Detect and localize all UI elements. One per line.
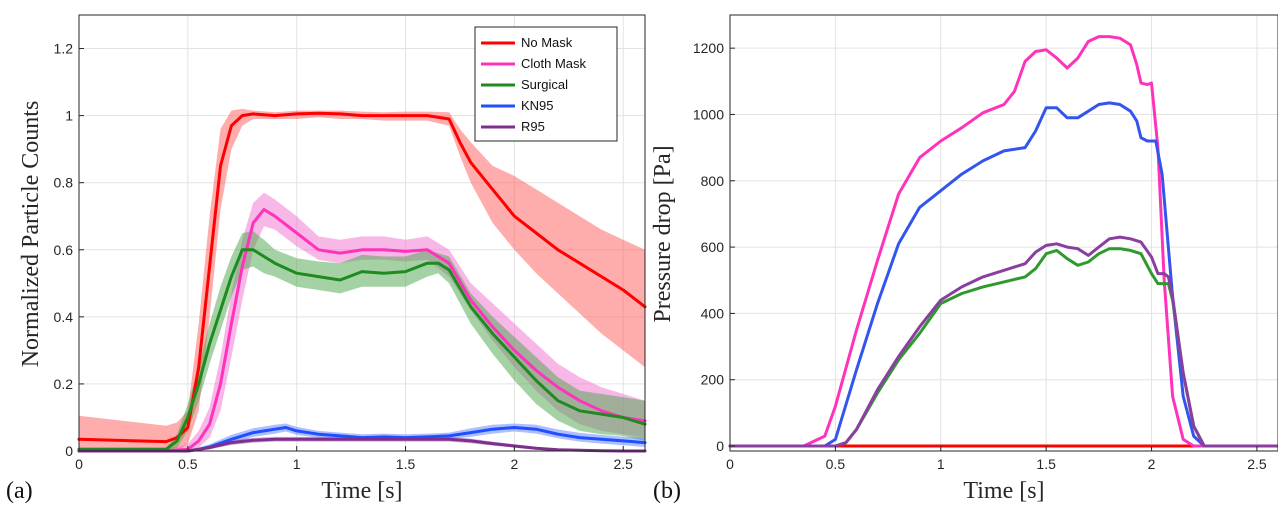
error-band-surgical: [79, 231, 645, 451]
x-tick-label: 0.5: [178, 456, 198, 472]
panel-b-label: (b): [653, 478, 681, 504]
panel-a-axes-box: [78, 14, 646, 452]
panel-b-pressure-drop: 0 0.5 1 1.5 2 2.5 0 200 400 600 800 1000 1200 Time […: [650, 14, 1278, 504]
y-tick-label: 0.6: [54, 242, 74, 258]
x-tick-label: 0.5: [826, 456, 846, 472]
series-line-series-5: [728, 235, 1278, 448]
legend-entry-kn95: KN95: [481, 98, 554, 113]
x-tick-label: 1.5: [396, 456, 416, 472]
legend-label-kn95: KN95: [521, 98, 554, 113]
x-tick-label: 1: [293, 456, 301, 472]
legend-label-no-mask: No Mask: [521, 35, 573, 50]
legend-entry-cloth-mask: Cloth Mask: [481, 56, 587, 71]
panel-b-series-lines: [728, 35, 1278, 448]
y-tick-label: 0.4: [54, 309, 74, 325]
x-tick-label: 0: [75, 456, 83, 472]
y-tick-label: 1.2: [54, 41, 74, 57]
x-tick-label: 2: [1148, 456, 1156, 472]
y-tick-label: 200: [701, 372, 725, 388]
series-line-series-4: [728, 247, 1278, 448]
x-tick-label: 2.5: [613, 456, 633, 472]
panel-a-ticks: [78, 48, 624, 452]
panel-a-legend: No Mask Cloth Mask Surgical KN95 R95: [474, 26, 618, 142]
series-line-r95: [77, 437, 647, 453]
y-tick-label: 800: [701, 173, 725, 189]
legend-entry-r95: R95: [481, 119, 545, 134]
error-band-no-mask: [79, 108, 645, 452]
series-line-surgical: [77, 248, 647, 451]
series-line-series-3: [728, 101, 1278, 448]
y-tick-label: 1000: [693, 106, 724, 122]
panel-a-y-axis-title: Normalized Particle Counts: [18, 101, 44, 368]
panel-a-tick-labels: 0 0.5 1 1.5 2 2.5 0 0.2 0.4 0.6 0.8 1 1.2: [54, 41, 634, 472]
series-line-series-2: [728, 35, 1278, 448]
legend-entry-no-mask: No Mask: [481, 35, 573, 50]
legend-label-cloth-mask: Cloth Mask: [521, 56, 587, 71]
panel-b-tick-labels: 0 0.5 1 1.5 2 2.5 0 200 400 600 800 1000 1200: [693, 40, 1267, 472]
legend-label-r95: R95: [521, 119, 545, 134]
panel-a-series-lines: [77, 111, 647, 453]
series-line-no-mask: [77, 111, 647, 444]
y-tick-label: 600: [701, 239, 725, 255]
y-tick-label: 0: [65, 443, 73, 459]
y-tick-label: 0: [716, 438, 724, 454]
x-tick-label: 2.5: [1247, 456, 1267, 472]
panel-b-x-axis-title: Time [s]: [963, 478, 1044, 504]
x-tick-label: 2: [510, 456, 518, 472]
y-tick-label: 1200: [693, 40, 724, 56]
panel-b-y-axis-title: Pressure drop [Pa]: [650, 145, 676, 322]
series-line-cloth-mask: [77, 208, 647, 453]
y-tick-label: 0.8: [54, 175, 74, 191]
x-tick-label: 1: [937, 456, 945, 472]
legend-label-surgical: Surgical: [521, 77, 568, 92]
panel-b-axes-box: [729, 14, 1278, 452]
x-tick-label: 1.5: [1036, 456, 1056, 472]
legend-entry-surgical: Surgical: [481, 77, 568, 92]
y-tick-label: 1: [65, 108, 73, 124]
x-tick-label: 0: [726, 456, 734, 472]
y-tick-label: 400: [701, 305, 725, 321]
panel-a-x-axis-title: Time [s]: [321, 478, 402, 504]
series-line-kn95: [77, 426, 647, 453]
panel-a-particle-counts: 0 0.5 1 1.5 2 2.5 0 0.2 0.4 0.6 0.8 1 1.2 Time [s] N…: [6, 14, 647, 504]
panel-b-ticks: [729, 47, 1258, 451]
panel-a-label: (a): [6, 478, 33, 504]
y-tick-label: 0.2: [54, 376, 74, 392]
